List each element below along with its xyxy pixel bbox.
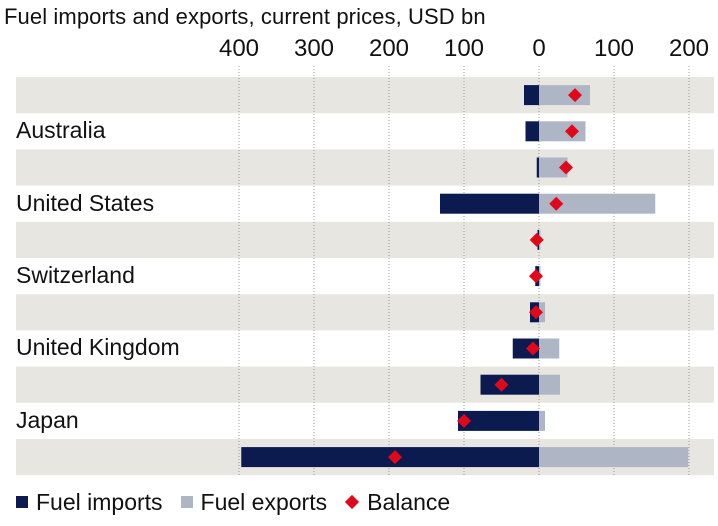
fuel-imports-bar [536,157,539,178]
category-label: Germany [16,370,111,397]
fuel-imports-bar [512,338,539,359]
fuel-imports-bar [537,229,539,250]
x-tick-label: 200 [368,35,410,62]
category-label: Norway [16,153,94,180]
row-band [16,294,714,331]
category-label: Canada [16,81,97,107]
legend-label-balance: Balance [367,489,451,515]
x-tick-label: 100 [443,35,485,62]
fuel-exports-bar [539,410,545,431]
balance-marker [457,413,471,428]
x-tick-label: 0 [532,35,546,62]
legend-item-fuel-imports: Fuel imports [16,487,163,517]
fuel-exports-bar [539,121,586,142]
fuel-imports-bar [524,85,539,106]
fuel-imports-swatch [16,496,28,508]
fuel-imports-bar [241,447,539,468]
row-band [16,77,714,114]
fuel-imports-bar [530,302,539,323]
fuel-exports-bar [539,266,541,287]
fuel-imports-series [241,85,539,468]
fuel-imports-bar [480,374,539,395]
balance-marker [526,341,540,356]
fuel-imports-bar [458,410,539,431]
fuel-exports-bar [539,338,560,359]
fuel-exports-bar [539,157,568,178]
fuel-exports-bar [539,229,541,250]
balance-diamond-icon [345,494,360,510]
balance-marker [529,305,543,320]
category-label: Switzerland [16,262,135,288]
category-label: Australia [16,117,106,144]
fuel-exports-bar [539,193,656,214]
row-band [16,366,714,403]
balance-series [388,88,582,465]
category-label: New Zealand [16,225,152,252]
balance-marker [494,377,509,392]
fuel-exports-bar [539,302,545,323]
balance-marker [565,124,579,139]
x-tick-label: 200 [668,35,710,62]
balance-marker [549,196,564,211]
category-label: Japan [16,406,79,433]
category-label: European Union [16,443,183,469]
balance-marker [568,88,582,103]
x-tick-label: 300 [293,35,335,62]
fuel-imports-bar [440,193,539,214]
legend-item-balance: Balance [345,487,450,517]
chart-title: Fuel imports and exports, current prices… [4,4,486,29]
balance-marker [529,269,543,284]
x-gridlines [238,66,690,475]
fuel-imports-bar [535,266,539,287]
fuel-exports-bar [539,447,689,468]
fuel-exports-bar [539,374,560,395]
row-band [16,149,714,186]
legend-label-fuel-imports: Fuel imports [36,489,163,515]
balance-marker [529,232,544,247]
fuel-imports-bar [525,121,539,142]
fuel-exports-swatch [180,496,193,508]
x-tick-label: 400 [218,35,260,62]
fuel-exports-series [539,85,689,468]
fuel-exports-bar [539,85,590,106]
balance-marker [559,160,573,175]
category-label: United States [16,189,155,216]
legend: Fuel imports Fuel exports Balance [16,487,450,517]
legend-label-fuel-exports: Fuel exports [200,489,328,515]
category-label: United Kingdom [16,334,180,361]
balance-marker [388,450,402,465]
legend-item-fuel-exports: Fuel exports [180,487,328,517]
x-tick-label: 100 [593,35,635,62]
category-label: Sweden [16,298,100,325]
